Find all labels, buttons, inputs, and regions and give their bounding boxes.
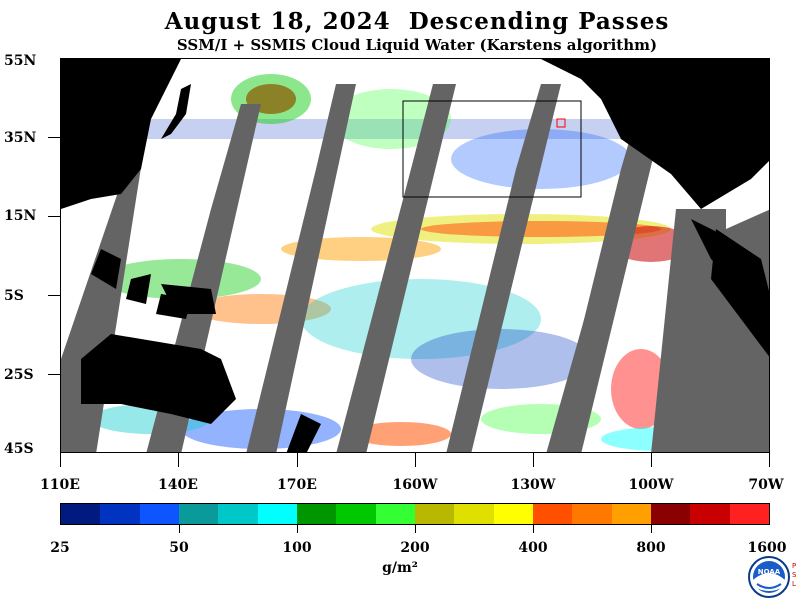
lat-tick — [48, 216, 60, 217]
lon-label-100w: 100W — [628, 477, 674, 493]
colorbar-label-1600: 1600 — [747, 540, 787, 556]
lon-tick — [178, 453, 179, 467]
colorbar-label-50: 50 — [169, 540, 189, 556]
lon-tick — [533, 453, 534, 467]
colorbar-swatch-0 — [61, 504, 101, 524]
colorbar-tick — [533, 525, 534, 533]
lon-label-140e: 140E — [158, 477, 198, 493]
colorbar-swatch-8 — [375, 504, 415, 524]
lat-label-5s: 5S — [4, 288, 24, 304]
lon-tick — [651, 453, 652, 467]
lon-tick — [769, 453, 770, 467]
noaa-logo-text: NOAA — [758, 568, 781, 576]
lat-tick — [48, 374, 60, 375]
lat-tick — [48, 137, 60, 138]
colorbar-tick — [415, 525, 416, 533]
colorbar-label-800: 800 — [636, 540, 666, 556]
colorbar-swatch-2 — [139, 504, 179, 524]
colorbar-swatch-5 — [257, 504, 297, 524]
colorbar-tick — [651, 525, 652, 533]
lat-label-45s: 45S — [4, 441, 34, 457]
land-masses — [61, 59, 769, 452]
colorbar-swatch-3 — [178, 504, 219, 524]
marker-square — [556, 118, 566, 128]
lon-tick — [297, 453, 298, 467]
colorbar-label-25: 25 — [50, 540, 70, 556]
lat-label-15n: 15N — [4, 208, 37, 224]
colorbar-swatch-14 — [611, 504, 651, 524]
colorbar-swatch-10 — [454, 504, 494, 524]
region-box — [402, 100, 582, 198]
colorbar-swatch-15 — [650, 504, 691, 524]
colorbar-label-100: 100 — [282, 540, 312, 556]
map-panel — [60, 58, 770, 453]
lon-tick — [60, 453, 61, 467]
colorbar-swatch-4 — [218, 504, 258, 524]
lon-label-130w: 130W — [510, 477, 556, 493]
map-svg — [61, 59, 769, 452]
map-title: August 18, 2024 Descending Passes — [164, 8, 670, 35]
noaa-logo-icon: NOAA — [748, 556, 790, 598]
colorbar-swatch-7 — [336, 504, 376, 524]
lon-tick — [415, 453, 416, 467]
lat-label-55n: 55N — [4, 53, 37, 69]
noaa-logo: NOAA — [748, 556, 790, 598]
colorbar-swatch-16 — [690, 504, 730, 524]
colorbar-tick — [297, 525, 298, 533]
colorbar-swatch-9 — [414, 504, 455, 524]
lat-label-35n: 35N — [4, 130, 37, 146]
map-subtitle: SSM/I + SSMIS Cloud Liquid Water (Karste… — [176, 36, 658, 54]
colorbar-label-200: 200 — [400, 540, 430, 556]
lat-label-25s: 25S — [4, 367, 34, 383]
lat-tick — [48, 295, 60, 296]
colorbar-label-400: 400 — [518, 540, 548, 556]
colorbar-swatch-1 — [100, 504, 140, 524]
lon-label-160w: 160W — [392, 477, 438, 493]
colorbar-swatch-6 — [296, 504, 337, 524]
colorbar-units: g/m² — [382, 560, 418, 576]
lon-label-170e: 170E — [277, 477, 317, 493]
colorbar-tick — [179, 525, 180, 533]
lon-label-110e: 110E — [40, 477, 80, 493]
colorbar-swatch-12 — [532, 504, 573, 524]
colorbar-swatch-17 — [729, 504, 769, 524]
lon-label-70w: 70W — [748, 477, 784, 493]
colorbar — [60, 503, 770, 525]
colorbar-swatch-11 — [493, 504, 533, 524]
colorbar-swatch-13 — [572, 504, 612, 524]
